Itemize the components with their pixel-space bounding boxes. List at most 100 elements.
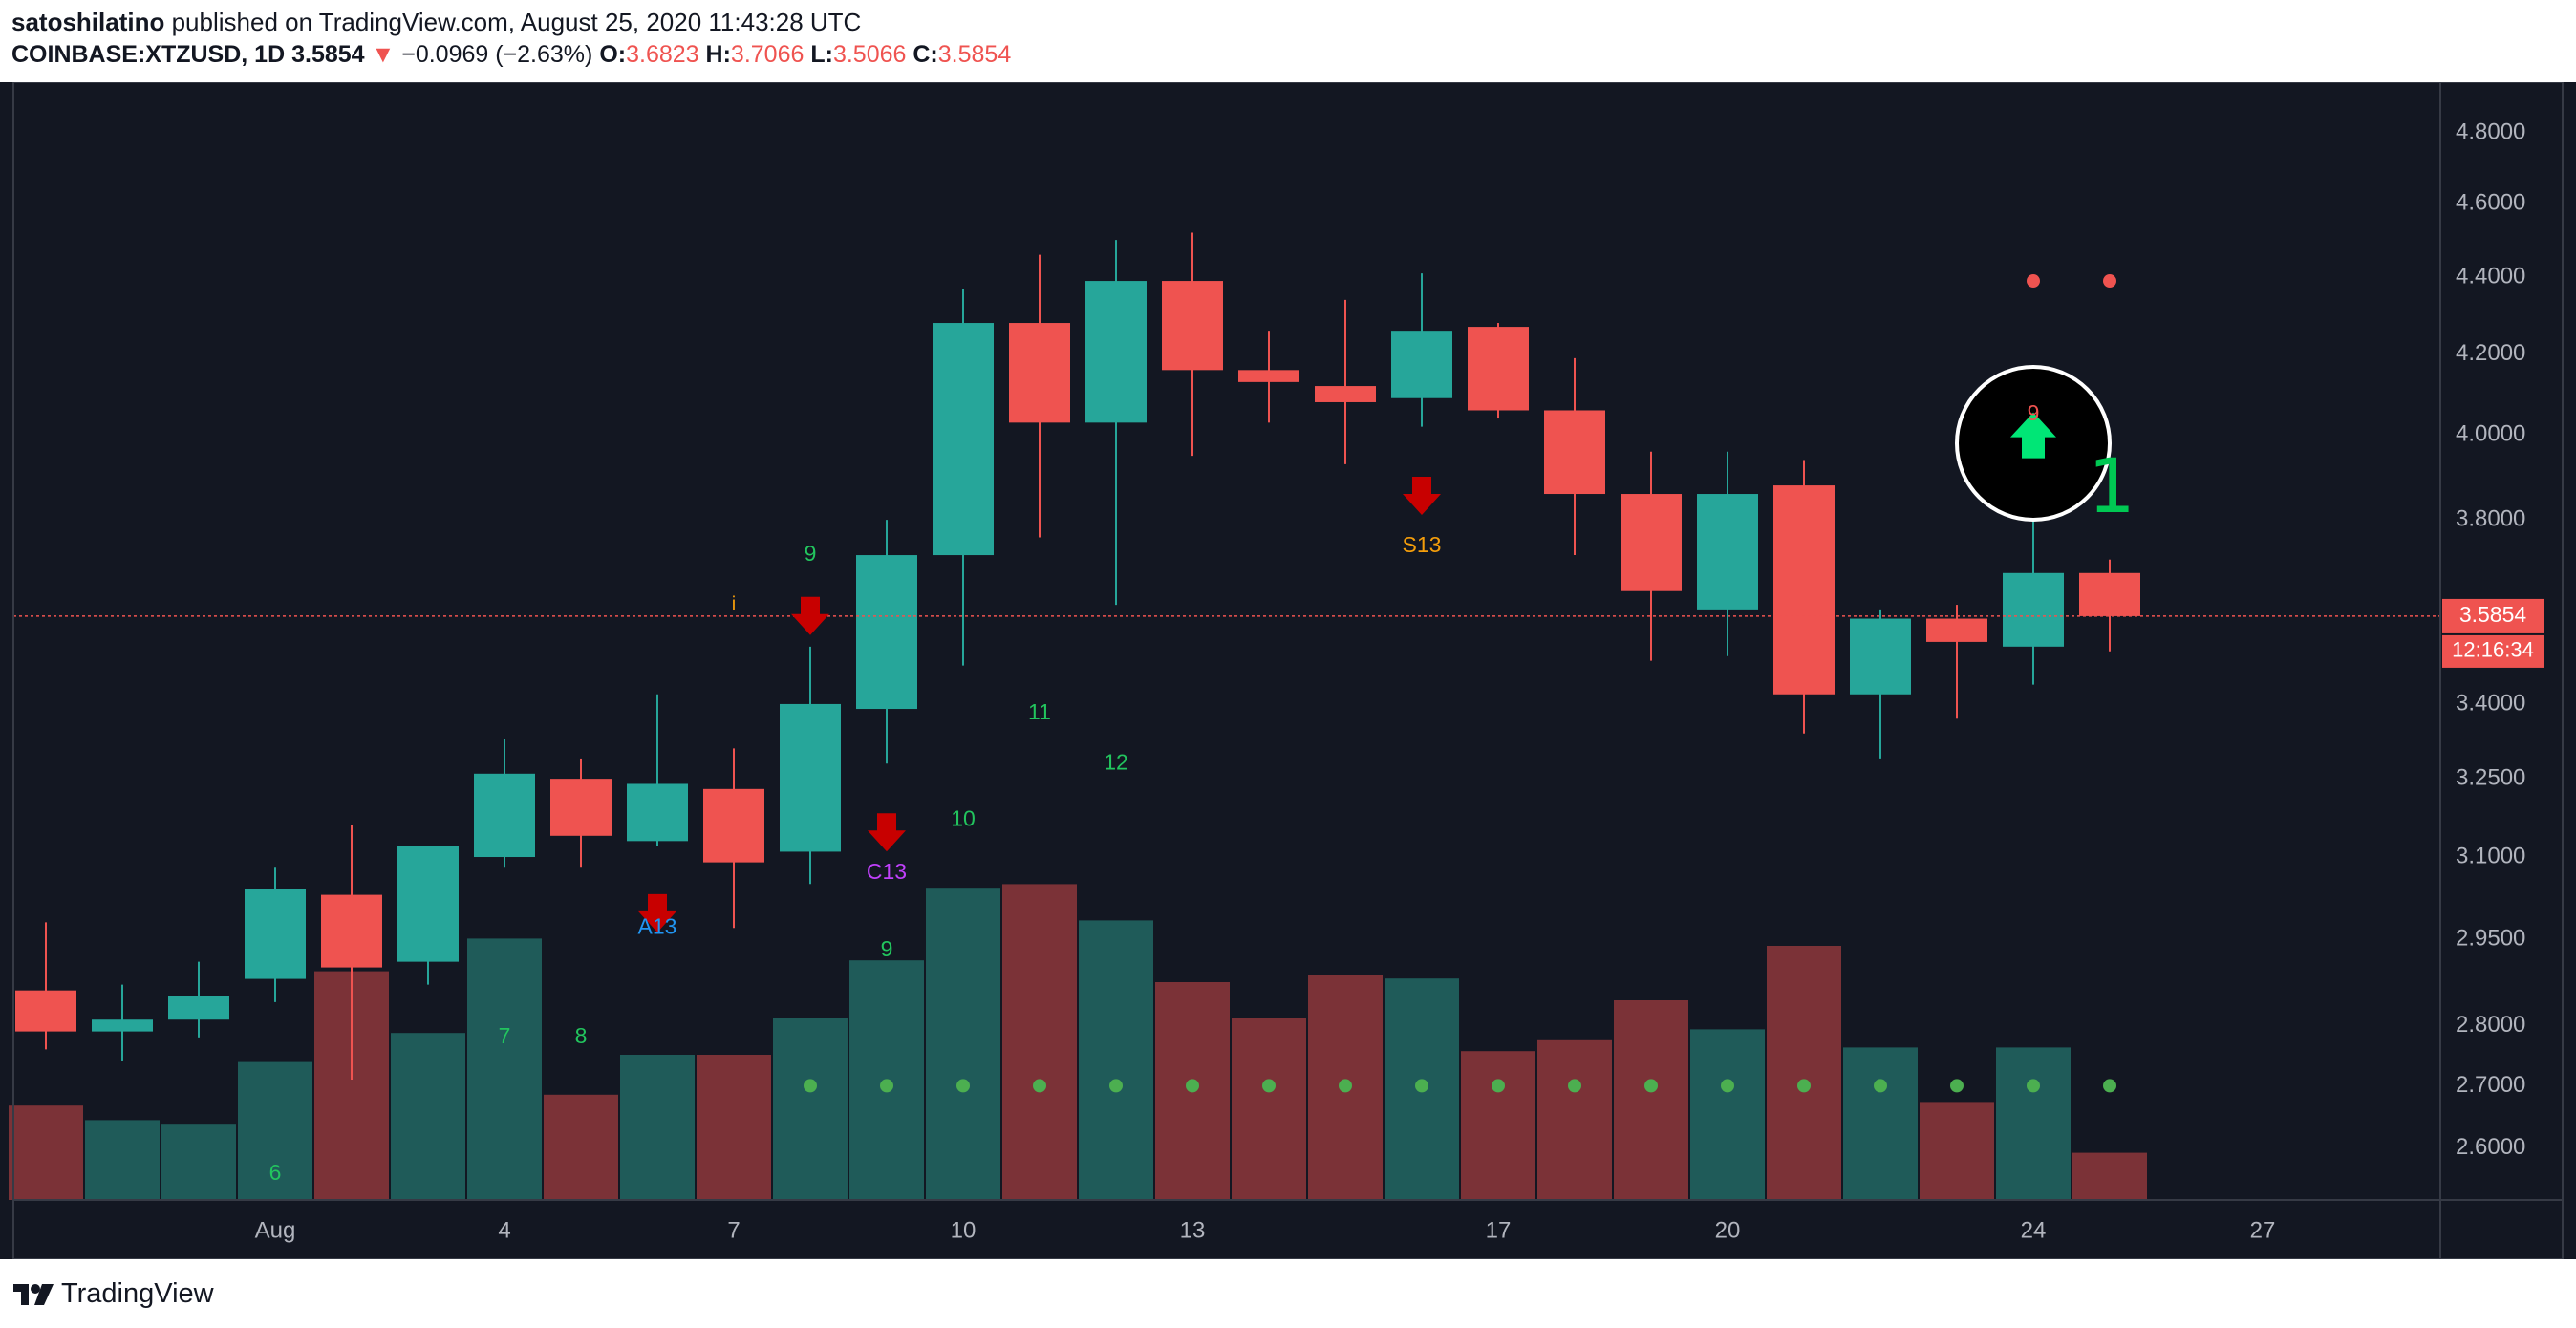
td-dot [1644,1079,1658,1093]
y-tick-label: 4.8000 [2456,119,2525,145]
td-label: C13 [867,859,907,884]
volume-bar [391,1033,465,1200]
x-tick-label: 27 [2250,1217,2276,1243]
y-tick-label: 2.8000 [2456,1012,2525,1038]
td-label: A13 [638,913,677,938]
volume-bar [1767,946,1841,1200]
candlestick-chart[interactable]: 1 6 7 8 9 9 10 11 12 A13 C13 S13 9 i 4.8000 4.6000 4.40… [0,82,2576,1259]
candle-body [2079,572,2140,616]
close-value: 3.5854 [937,41,1012,68]
candle-body [2003,572,2064,647]
volume-bar [1690,1029,1765,1200]
author-name[interactable]: satoshilatino [11,8,165,36]
annotation-text: 1 [2088,444,2136,530]
candle-body [1773,485,1835,695]
volume-bar [1002,884,1077,1200]
volume-bar [1843,1047,1918,1200]
y-tick-label: 3.4000 [2456,690,2525,716]
volume-bar [1920,1102,1994,1200]
candle-body [1315,386,1376,402]
td-label: 9 [881,936,893,961]
candle-body [1162,281,1223,371]
td-label: i [732,593,736,614]
td-label: 7 [499,1023,511,1048]
volume-bar [773,1018,848,1200]
candle-body [321,894,382,968]
buy-arrow-icon [2010,412,2056,459]
y-tick-label: 3.8000 [2456,506,2525,532]
candle-body [92,1019,153,1032]
candle-body [1391,331,1452,398]
td-dot [1109,1079,1123,1093]
outer-frame [12,82,2564,1259]
tradingview-logo-icon[interactable] [13,1280,55,1307]
close-label: C: [912,41,938,68]
td-label: 6 [269,1160,282,1185]
last-price-badge [2442,598,2544,633]
td-dot [1415,1079,1428,1093]
volume-bar [697,1055,771,1200]
candle-layer [15,232,2140,1081]
td-dot [2027,1079,2040,1093]
volume-bar [467,938,542,1200]
y-tick-label: 2.9500 [2456,925,2525,951]
candle-body [627,783,688,842]
volume-bar [1232,1018,1306,1200]
symbol-label[interactable]: COINBASE:XTZUSD, 1D [11,41,286,68]
x-tick-label: 7 [727,1217,740,1243]
sell-arrow-icon [1403,477,1441,516]
countdown-label: 12:16:34 [2452,638,2534,662]
td-label: 9 [805,541,817,566]
volume-bar [161,1124,236,1200]
td-label: 12 [1104,749,1128,774]
sell-arrow-icon [868,813,906,852]
quote-line: COINBASE:XTZUSD, 1D 3.5854 ▼ −0.0969 (−2… [11,41,1011,69]
x-tick-label: 17 [1486,1217,1512,1243]
candle-body [1850,618,1911,695]
last-price-label: 3.5854 [2459,602,2527,627]
td-label: 9 [2028,400,2040,425]
brand-name[interactable]: TradingView [61,1278,214,1309]
candle-body [550,779,612,836]
chart-header: satoshilatino published on TradingView.c… [0,0,2576,82]
y-tick-label: 4.0000 [2456,421,2525,447]
x-tick-label: 20 [1715,1217,1741,1243]
td-dot [1186,1079,1199,1093]
volume-bar [926,888,1000,1200]
candle-body [703,788,764,863]
td-dot-red [2027,274,2040,289]
td-dot [1033,1079,1046,1093]
volume-bar [2072,1152,2147,1200]
sell-arrow-icon [638,893,676,932]
y-tick-label: 4.2000 [2456,340,2525,366]
sell-arrow-icon [791,596,829,635]
candle-body [1009,323,1070,423]
td-dot [804,1079,817,1093]
td-label: 10 [951,805,976,830]
candle-body [1926,618,1987,642]
candle-body [168,996,229,1020]
td-dot-red [2103,274,2116,289]
y-tick-label: 2.6000 [2456,1134,2525,1160]
candle-body [1468,327,1529,411]
candle-body [15,990,76,1032]
candle-body [1697,494,1758,610]
candle-body [245,889,306,979]
volume-bar [9,1105,83,1200]
y-tick-label: 3.2500 [2456,764,2525,790]
x-tick-label: 13 [1180,1217,1206,1243]
indicator-layer: 1 6 7 8 9 9 10 11 12 A13 C13 S13 9 i [13,274,2440,1185]
volume-bar [1461,1051,1535,1200]
td-dot [880,1079,893,1093]
axes-layer: 4.8000 4.6000 4.4000 4.2000 4.0000 3.8000 3.40… [12,82,2564,1259]
x-tick-label: 4 [498,1217,510,1243]
low-label: L: [810,41,833,68]
low-value: 3.5066 [832,41,907,68]
x-tick-label: 24 [2021,1217,2047,1243]
volume-bar [1079,920,1153,1200]
candle-body [933,323,994,556]
volume-bar [1537,1039,1612,1200]
high-value: 3.7066 [730,41,805,68]
x-tick-label: Aug [255,1217,296,1243]
open-value: 3.6823 [626,41,699,68]
